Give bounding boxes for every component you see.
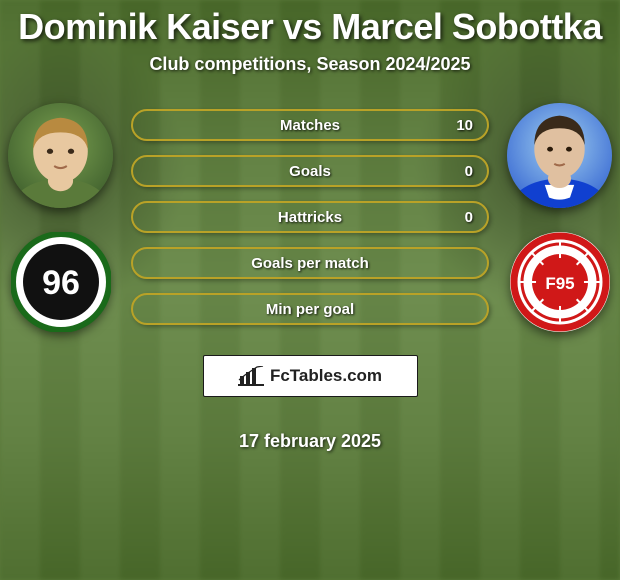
stat-value: 0 bbox=[465, 209, 473, 226]
source-logo-text: FcTables.com bbox=[270, 366, 382, 386]
left-column: 96 bbox=[8, 103, 113, 332]
stat-label: Min per goal bbox=[266, 301, 354, 318]
player-right-avatar-svg bbox=[507, 103, 612, 208]
page-title: Dominik Kaiser vs Marcel Sobottka bbox=[0, 6, 620, 48]
player-left-avatar bbox=[8, 103, 113, 208]
stat-hattricks: Hattricks 0 bbox=[131, 201, 489, 233]
stat-label: Goals bbox=[289, 163, 331, 180]
svg-text:96: 96 bbox=[42, 264, 80, 302]
subtitle: Club competitions, Season 2024/2025 bbox=[0, 54, 620, 75]
svg-text:F95: F95 bbox=[545, 274, 574, 293]
stat-value: 10 bbox=[456, 117, 473, 134]
club-left-badge-svg: 96 bbox=[11, 232, 111, 332]
stat-matches: Matches 10 bbox=[131, 109, 489, 141]
date: 17 february 2025 bbox=[131, 431, 489, 452]
player-left-avatar-svg bbox=[8, 103, 113, 208]
stat-min-per-goal: Min per goal bbox=[131, 293, 489, 325]
player-right-avatar bbox=[507, 103, 612, 208]
stat-label: Matches bbox=[280, 117, 340, 134]
club-left-badge: 96 bbox=[11, 232, 111, 332]
stats-column: Matches 10 Goals 0 Hattricks 0 Goals per… bbox=[113, 109, 507, 452]
source-logo-box: FcTables.com bbox=[203, 355, 418, 397]
club-right-badge-svg: F95 bbox=[510, 232, 610, 332]
stat-label: Hattricks bbox=[278, 209, 342, 226]
stat-goals-per-match: Goals per match bbox=[131, 247, 489, 279]
stat-value: 0 bbox=[465, 163, 473, 180]
stat-label: Goals per match bbox=[251, 255, 369, 272]
right-column: F95 bbox=[507, 103, 612, 332]
club-right-badge: F95 bbox=[510, 232, 610, 332]
stat-goals: Goals 0 bbox=[131, 155, 489, 187]
bar-chart-icon bbox=[238, 366, 264, 386]
